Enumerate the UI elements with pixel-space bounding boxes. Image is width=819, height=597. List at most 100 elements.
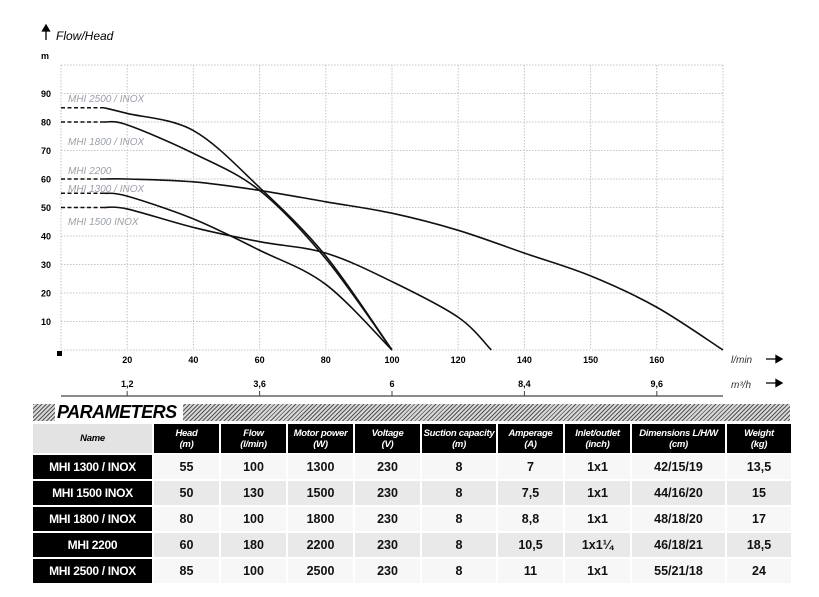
series-label: MHI 1300 / INOX xyxy=(68,184,144,195)
column-header: Name xyxy=(33,424,152,453)
table-cell: 1x1 xyxy=(565,559,630,583)
y-tick-label: 20 xyxy=(41,289,51,299)
table-cell: 18,5 xyxy=(727,533,791,557)
column-header-unit: (inch) xyxy=(585,438,610,450)
up-arrow-icon xyxy=(41,23,51,40)
x-axis-unit: l/min xyxy=(731,355,753,366)
table-cell: 46/18/21 xyxy=(632,533,725,557)
table-row: MHI 1300 / INOX 55 100 1300 230 8 7 1x1 42/15/19… xyxy=(33,455,791,479)
table-cell: 100 xyxy=(221,455,286,479)
model-name-cell: MHI 2200 xyxy=(33,533,152,557)
column-header: Voltage (V) xyxy=(355,424,420,453)
column-header-unit: (A) xyxy=(524,438,537,450)
column-header-title: Motor power xyxy=(293,427,348,439)
y-tick-label: 60 xyxy=(41,175,51,185)
table-cell: 24 xyxy=(727,559,791,583)
x-tick-label: 150 xyxy=(583,355,598,365)
table-cell: 100 xyxy=(221,559,286,583)
column-header-title: Suction capacity xyxy=(423,427,495,439)
column-header: Flow (l/min) xyxy=(221,424,286,453)
section-hatch-left xyxy=(33,404,55,421)
table-row: MHI 2500 / INOX 85 100 2500 230 8 11 1x1 55/21/1… xyxy=(33,559,791,583)
table-cell: 8 xyxy=(422,507,496,531)
table-cell: 44/16/20 xyxy=(632,481,725,505)
table-cell: 1300 xyxy=(288,455,353,479)
column-header-title: Head xyxy=(175,427,198,439)
table-cell: 230 xyxy=(355,559,420,583)
column-header: Inlet/outlet (inch) xyxy=(565,424,630,453)
x2-tick-label: 1,2 xyxy=(121,379,134,389)
table-cell: 55/21/18 xyxy=(632,559,725,583)
series-label: MHI 1500 INOX xyxy=(68,217,139,228)
table-cell: 230 xyxy=(355,507,420,531)
table-cell: 180 xyxy=(221,533,286,557)
curve-mhi-2200 xyxy=(104,177,724,351)
column-header-unit: (cm) xyxy=(669,438,688,450)
column-header-title: Flow xyxy=(243,427,264,439)
column-header: Weight (kg) xyxy=(727,424,791,453)
column-header-unit: (W) xyxy=(313,438,328,450)
table-row: MHI 2200 60 180 2200 230 8 10,5 1x1¼ 46/18/21 18,… xyxy=(33,533,791,557)
table-cell: 1x1¼ xyxy=(565,533,630,557)
table-cell: 10,5 xyxy=(498,533,563,557)
y-tick-label: 30 xyxy=(41,260,51,270)
series-label: MHI 2500 / INOX xyxy=(68,94,144,105)
x-tick-label: 20 xyxy=(122,355,132,365)
column-header: Motor power (W) xyxy=(288,424,353,453)
column-header-title: Name xyxy=(80,433,105,444)
table-cell: 13,5 xyxy=(727,455,791,479)
column-header: Amperage (A) xyxy=(498,424,563,453)
model-name-cell: MHI 1800 / INOX xyxy=(33,507,152,531)
table-cell: 80 xyxy=(154,507,219,531)
table-cell: 1x1 xyxy=(565,455,630,479)
model-name-cell: MHI 1300 / INOX xyxy=(33,455,152,479)
table-cell: 15 xyxy=(727,481,791,505)
table-cell: 1800 xyxy=(288,507,353,531)
x-axis-arrow-icon xyxy=(766,354,784,364)
flow-head-chart: 10 20 30 40 50 60 70 80 90 20 40 60 80 100 120 140 150 16… xyxy=(41,23,784,397)
column-header-title: Dimensions L/H/W xyxy=(639,427,718,439)
table-cell: 100 xyxy=(221,507,286,531)
curve-mhi-1300-inox xyxy=(103,192,393,351)
section-hatch-right xyxy=(168,404,790,421)
table-cell: 8 xyxy=(422,533,496,557)
table-cell: 8 xyxy=(422,455,496,479)
table-row: MHI 1800 / INOX 80 100 1800 230 8 8,8 1x1 48/18/… xyxy=(33,507,791,531)
y-tick-label: 50 xyxy=(41,203,51,213)
column-header-unit: (l/min) xyxy=(240,438,267,450)
table-cell: 230 xyxy=(355,481,420,505)
table-cell: 130 xyxy=(221,481,286,505)
x-tick-label: 120 xyxy=(451,355,466,365)
column-header-title: Inlet/outlet xyxy=(575,427,620,439)
table-cell: 55 xyxy=(154,455,219,479)
x-tick-label: 100 xyxy=(384,355,399,365)
table-cell: 48/18/20 xyxy=(632,507,725,531)
column-header-title: Weight xyxy=(744,427,774,439)
y-tick-label: 80 xyxy=(41,118,51,128)
x-tick-label: 40 xyxy=(188,355,198,365)
table-header-row: Name Head (m) Flow (l/min) Motor power (W) Volt… xyxy=(33,424,791,453)
parameters-table: Name Head (m) Flow (l/min) Motor power (W) Volt… xyxy=(31,422,793,585)
x-tick-label: 80 xyxy=(321,355,331,365)
column-header: Dimensions L/H/W (cm) xyxy=(632,424,725,453)
column-header-title: Amperage xyxy=(508,427,553,439)
chart-grid xyxy=(60,64,724,351)
table-cell: 7 xyxy=(498,455,563,479)
curve-mhi-1800-inox xyxy=(103,120,393,351)
table-cell: 8,8 xyxy=(498,507,563,531)
table-cell: 85 xyxy=(154,559,219,583)
chart-title: Flow/Head xyxy=(56,29,114,43)
table-cell: 1x1 xyxy=(565,481,630,505)
model-name-cell: MHI 1500 INOX xyxy=(33,481,152,505)
table-row: MHI 1500 INOX 50 130 1500 230 8 7,5 1x1 44/16/20… xyxy=(33,481,791,505)
table-cell: 230 xyxy=(355,455,420,479)
table-cell: 2500 xyxy=(288,559,353,583)
table-cell: 8 xyxy=(422,481,496,505)
x2-tick-label: 9,6 xyxy=(651,379,664,389)
table-cell: 2200 xyxy=(288,533,353,557)
table-cell: 11 xyxy=(498,559,563,583)
x2-axis-unit: m³/h xyxy=(731,380,751,391)
y-tick-label: 70 xyxy=(41,146,51,156)
column-header-unit: (m) xyxy=(452,438,466,450)
